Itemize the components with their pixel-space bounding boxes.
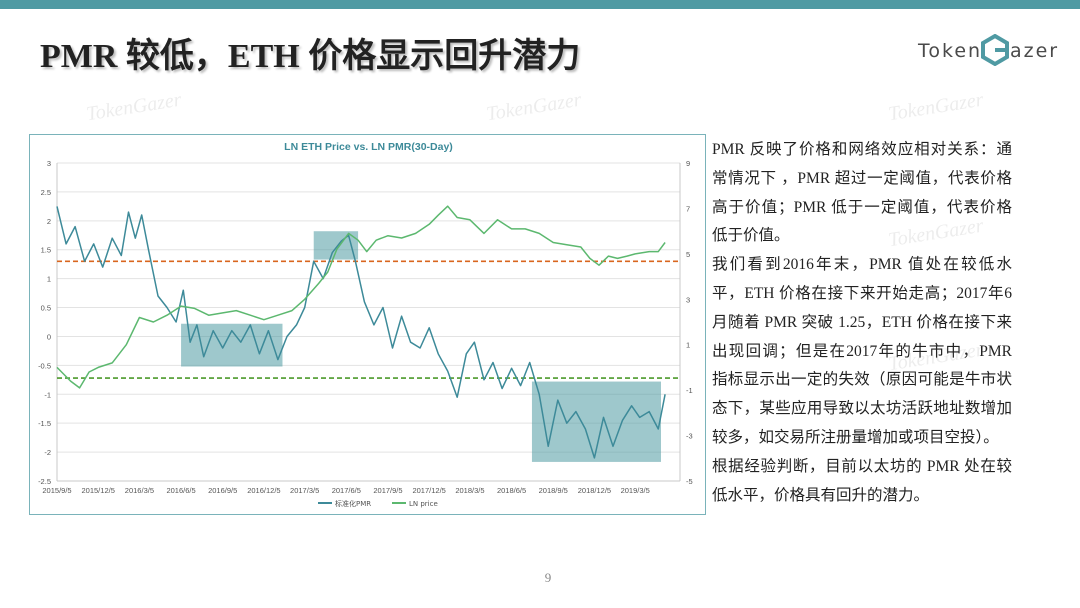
y-left-tick-label: 1 [47,275,51,284]
x-tick-label: 2018/9/5 [539,486,568,495]
y-right-tick-label: -3 [686,432,693,441]
y-left-tick-label: -2 [44,448,51,457]
paragraph-3: 根据经验判断，目前以太坊的 PMR 处在较低水平，价格具有回升的潜力。 [712,457,1012,504]
y-right-tick-label: 9 [686,159,690,168]
y-right-tick-label: 7 [686,204,690,213]
x-tick-label: 2016/6/5 [166,486,195,495]
y-left-tick-label: -2.5 [38,477,51,486]
watermark: TokenGazer [84,88,183,126]
page-number: 9 [544,570,552,585]
tokengazer-logo: Token azer [918,34,1058,70]
y-right-tick-label: 5 [686,250,690,259]
y-right-tick-label: 1 [686,341,690,350]
y-left-tick-label: -1 [44,390,51,399]
logo-text-right: azer [1010,40,1060,62]
y-left-tick-label: -0.5 [38,361,51,370]
x-tick-label: 2017/6/5 [332,486,361,495]
pmr-price-chart: LN ETH Price vs. LN PMR(30-Day) 3 2.5 2 1.5 1… [38,141,693,508]
x-tick-label: 2018/12/5 [578,486,611,495]
y-left-tick-label: -1.5 [38,419,51,428]
x-tick-label: 2019/3/5 [621,486,650,495]
x-tick-label: 2016/9/5 [208,486,237,495]
pmr-series-line [56,206,666,459]
body-text: PMR 反映了价格和网络效应相对关系：通常情况下 ，PMR 超过一定阈值，代表价… [712,136,1012,510]
logo-text-left: Token [918,40,983,62]
x-tick-label: 2015/9/5 [42,486,71,495]
x-tick-label: 2017/12/5 [412,486,445,495]
watermark: TokenGazer [484,88,583,126]
chart-title: LN ETH Price vs. LN PMR(30-Day) [284,141,453,153]
x-tick-label: 2017/3/5 [290,486,319,495]
y-left-tick-label: 1.5 [41,246,51,255]
x-tick-label: 2017/9/5 [373,486,402,495]
x-tick-label: 2016/12/5 [247,486,280,495]
paragraph-2: 我们看到2016年末，PMR 值处在较低水平，ETH 价格在接下来开始走高；20… [712,256,1012,446]
price-series-line [56,205,666,389]
top-accent-bar [0,0,1080,9]
y-right-tick-label: 3 [686,295,690,304]
y-right-tick-label: -1 [686,386,693,395]
y-left-tick-label: 0.5 [41,304,51,313]
y-left-tick-label: 2 [47,217,51,226]
slide-title: PMR 较低，ETH 价格显示回升潜力 [40,38,581,75]
x-tick-label: 2015/12/5 [82,486,115,495]
y-left-tick-label: 3 [47,159,51,168]
x-tick-label: 2018/3/5 [455,486,484,495]
paragraph-1: PMR 反映了价格和网络效应相对关系：通常情况下 ，PMR 超过一定阈值，代表价… [712,141,1012,245]
legend-label: LN price [409,500,438,508]
y-right-tick-label: -5 [686,477,693,486]
y-left-tick-label: 2.5 [41,188,51,197]
x-tick-label: 2018/6/5 [497,486,526,495]
y-left-tick-label: 0 [47,332,51,341]
logo-mark-icon [981,34,1009,66]
x-tick-label: 2016/3/5 [125,486,154,495]
watermark: TokenGazer [886,88,985,126]
legend-label: 标准化PMR [335,499,371,508]
chart-container: LN ETH Price vs. LN PMR(30-Day) 3 2.5 2 1.5 1… [29,134,706,515]
